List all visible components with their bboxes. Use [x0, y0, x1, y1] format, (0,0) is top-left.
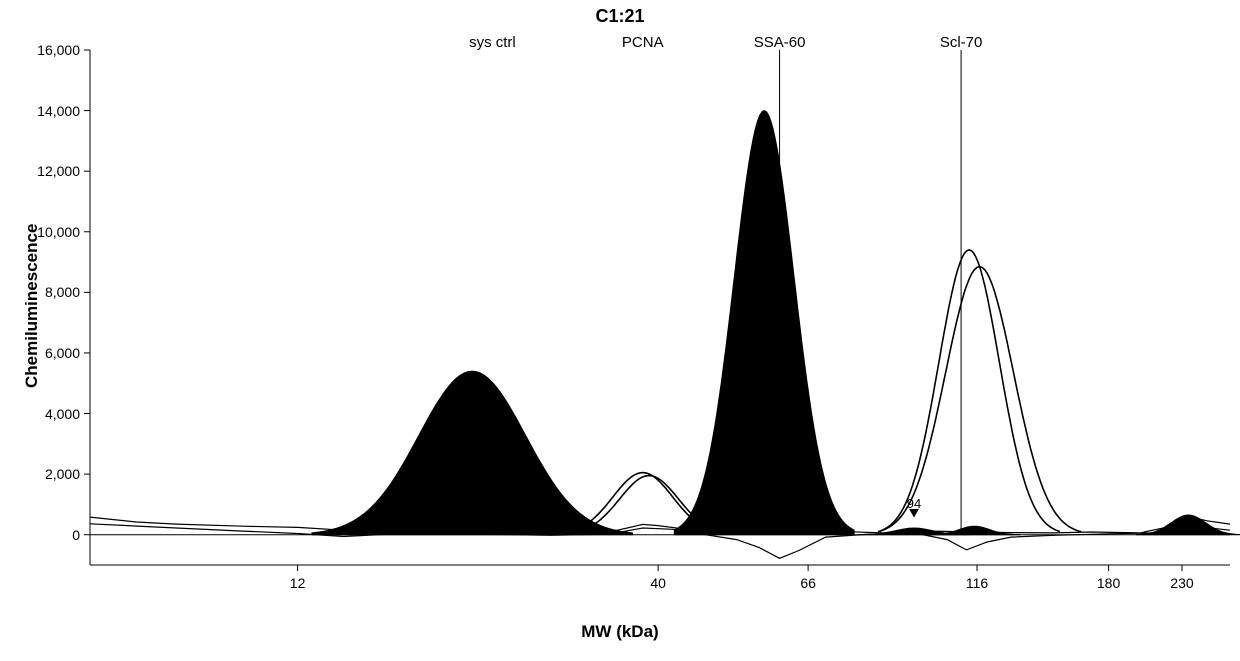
x-tick-label: 230 [1170, 575, 1193, 591]
y-tick-label: 10,000 [28, 224, 80, 240]
y-tick-label: 16,000 [28, 42, 80, 58]
annotation-label: SSA-60 [754, 34, 806, 51]
y-tick-label: 14,000 [28, 103, 80, 119]
x-tick-label: 40 [650, 575, 666, 591]
annotation-label: Scl-70 [940, 34, 983, 51]
y-tick-label: 12,000 [28, 163, 80, 179]
chart-container: C1:21 Chemiluminescence MW (kDa) 02,0004… [0, 0, 1240, 661]
y-tick-label: 8,000 [28, 284, 80, 300]
trace-baseline-lower [90, 524, 1230, 559]
x-tick-label: 66 [800, 575, 816, 591]
point-label: 94 [907, 496, 921, 511]
outline-peak-Scl70-2 [878, 267, 1081, 532]
y-tick-label: 4,000 [28, 406, 80, 422]
annotation-label: PCNA [622, 34, 664, 51]
y-tick-label: 6,000 [28, 345, 80, 361]
chart-svg [0, 0, 1240, 661]
x-tick-label: 180 [1097, 575, 1120, 591]
small-bump [929, 526, 1020, 535]
y-tick-label: 2,000 [28, 466, 80, 482]
filled-peak-sys-ctrl [312, 371, 633, 535]
x-tick-label: 12 [290, 575, 306, 591]
filled-peak-SSA-60 [674, 111, 854, 535]
y-tick-label: 0 [28, 527, 80, 543]
x-tick-label: 116 [966, 575, 988, 591]
small-bump [1136, 515, 1240, 535]
annotation-label: sys ctrl [469, 34, 516, 51]
outline-peak-Scl70-1 [879, 250, 1060, 532]
